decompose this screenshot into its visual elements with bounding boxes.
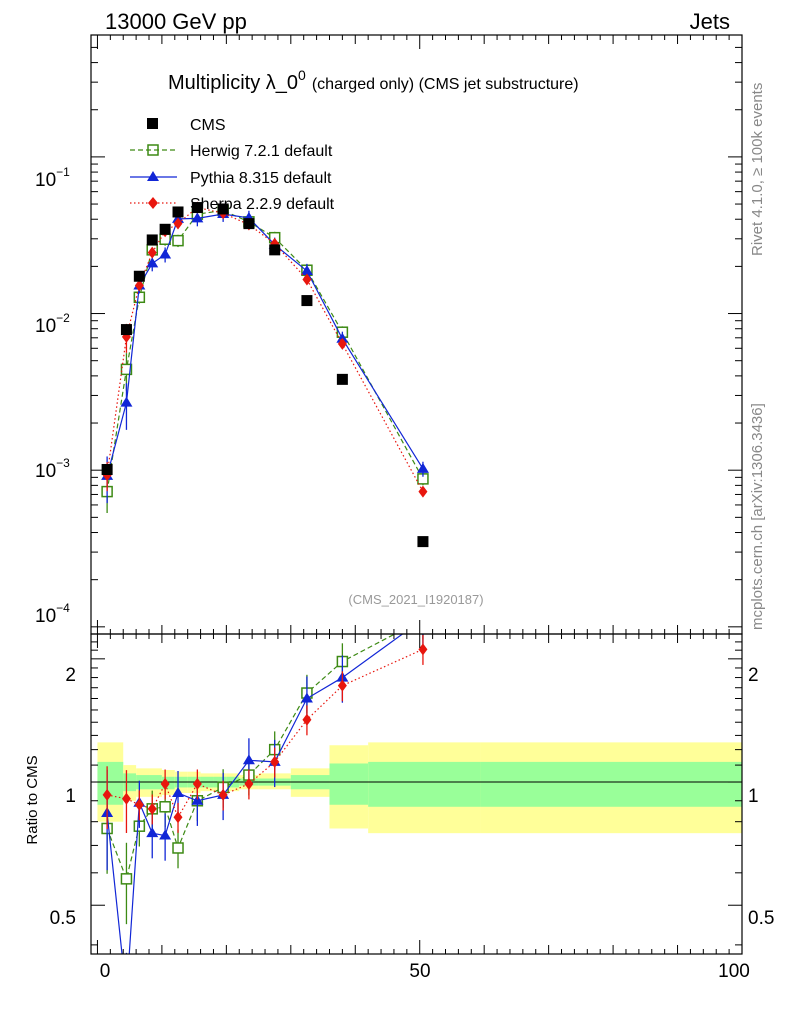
- ratio-uncertainty-bands: [91, 742, 742, 834]
- pythia-main-point-11: [336, 332, 349, 343]
- ratio-ytick-05: 0.5: [50, 908, 76, 929]
- cms-point-13: [604, 644, 615, 655]
- cms-point-1: [120, 324, 132, 336]
- legend-marker-cms: [147, 118, 158, 129]
- ytick-label-4: 10−4: [35, 601, 70, 627]
- pythia-ratio-point-6: [191, 794, 204, 805]
- sherpa-ratio-point-9: [270, 755, 280, 768]
- sherpa-ratio-point-7: [218, 788, 228, 801]
- cms-point-2: [133, 270, 145, 282]
- series-layer: [101, 201, 615, 1000]
- xtick-label-0: 0: [100, 961, 111, 982]
- herwig-main-point-5: [172, 234, 184, 247]
- cms-point-8: [243, 218, 255, 230]
- ratio-ytick-2: 2: [65, 665, 76, 686]
- pythia-ratio-point-5: [172, 787, 185, 798]
- sherpa-main-point-5: [173, 217, 183, 230]
- cms-point-10: [301, 295, 313, 307]
- rivet-label: Rivet 4.1.0, ≥ 100k events: [749, 83, 766, 256]
- pythia-ratio-point-4: [159, 829, 172, 840]
- ytick-label-2: 10−2: [35, 311, 70, 337]
- pythia-ratio-point-8: [242, 754, 255, 765]
- ratio-ytick-1-right: 1: [748, 786, 759, 807]
- axes-layer: [90, 34, 743, 955]
- pythia-main-point-4: [159, 248, 172, 259]
- legend: CMS Herwig 7.2.1 default Pythia 8.315 de…: [130, 117, 335, 213]
- header-right: Jets: [690, 9, 730, 34]
- band-inner-14: [368, 761, 481, 807]
- ratio-ytick-05-right: 0.5: [748, 908, 774, 929]
- ratio-ytick-2-right: 2: [748, 665, 759, 686]
- legend-label-cms: CMS: [190, 117, 226, 134]
- ytick-label-1: 10−1: [35, 165, 70, 191]
- sherpa-main-point-3: [147, 246, 157, 259]
- pythia-main-point-3: [146, 257, 159, 268]
- sherpa-ratio-point-4: [160, 777, 170, 790]
- herwig-ratio-line: [106, 634, 397, 881]
- ytick-label-3: 10−3: [35, 456, 70, 482]
- xtick-label-100: 100: [718, 961, 750, 982]
- xtick-label-50: 50: [409, 961, 430, 982]
- band-inner-13: [329, 763, 369, 805]
- pythia-ratio-point-12: [417, 613, 429, 623]
- sherpa-ratio-point-1: [121, 792, 131, 805]
- sherpa-ratio-point-6: [192, 777, 202, 790]
- pythia-ratio-point-10: [300, 692, 313, 703]
- pythia-main-point-10: [300, 264, 313, 275]
- ratio-series: [101, 613, 429, 1000]
- sherpa-main-point-11: [337, 337, 347, 350]
- chart-title: Multiplicity λ_00(charged only) (CMS jet…: [168, 67, 579, 94]
- analysis-watermark: (CMS_2021_I1920187): [348, 592, 483, 607]
- sherpa-ratio-point-11: [337, 679, 347, 692]
- cms-point-7: [217, 203, 229, 215]
- sherpa-main-point-2: [134, 279, 144, 292]
- legend-label-sherpa: Sherpa 2.2.9 default: [190, 196, 335, 213]
- header-left: 13000 GeV pp: [105, 9, 247, 34]
- cms-point-5: [172, 206, 184, 218]
- sherpa-ratio-point-12: [418, 643, 428, 656]
- legend-label-herwig: Herwig 7.2.1 default: [190, 143, 333, 160]
- herwig-ratio-point-4: [159, 801, 171, 813]
- sherpa-ratio-point-2: [134, 798, 144, 811]
- cms-point-11: [336, 373, 348, 385]
- cms-point-9: [269, 244, 281, 256]
- legend-marker-herwig: [147, 144, 159, 156]
- ratio-ytick-1: 1: [65, 786, 76, 807]
- cms-point-6: [191, 202, 203, 214]
- pythia-ratio-point-3: [146, 827, 159, 838]
- ratio-axis-label: Ratio to CMS: [24, 755, 41, 844]
- sherpa-main-point-12: [418, 485, 428, 498]
- main-frame: [90, 34, 743, 635]
- band-inner-15: [480, 761, 742, 807]
- cms-point-0: [101, 464, 113, 476]
- herwig-main-point-1: [120, 363, 133, 376]
- sherpa-ratio-point-10: [302, 713, 312, 726]
- pythia-ratio-point-1: [120, 990, 132, 1000]
- herwig-ratio-point-1: [120, 873, 133, 885]
- sherpa-ratio-point-3: [147, 802, 157, 815]
- legend-marker-sherpa: [148, 197, 158, 209]
- band-inner-0: [97, 761, 124, 805]
- cms-point-4: [159, 223, 171, 235]
- pythia-main-point-12: [416, 462, 429, 473]
- cms-point-12: [417, 536, 429, 548]
- mcplots-label: mcplots.cern.ch [arXiv:1306.3436]: [749, 403, 766, 630]
- main-series: [101, 201, 615, 655]
- sherpa-main-point-10: [302, 273, 312, 286]
- pythia-main-point-1: [120, 396, 133, 407]
- herwig-ratio-point-5: [172, 842, 184, 854]
- pythia-main-point-6: [191, 212, 204, 223]
- ratio-frame: [90, 633, 743, 955]
- cms-point-3: [146, 234, 158, 246]
- legend-label-pythia: Pythia 8.315 default: [190, 170, 332, 187]
- sherpa-ratio-point-8: [244, 777, 254, 790]
- legend-marker-pythia: [147, 171, 159, 181]
- sherpa-ratio-point-0: [102, 788, 112, 801]
- sherpa-ratio-point-5: [173, 811, 183, 824]
